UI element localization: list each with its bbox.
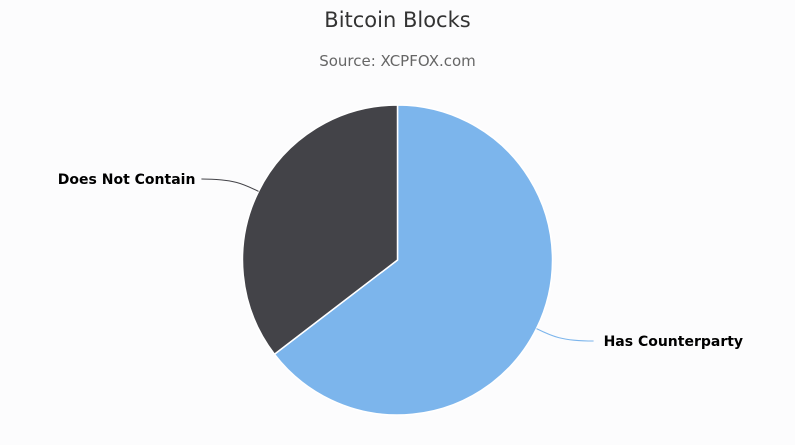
pie-slice-has-counterparty[interactable] [273, 104, 554, 416]
data-label-connector [201, 178, 259, 192]
data-label-connector [536, 328, 594, 342]
data-label: Has Counterparty [604, 334, 743, 350]
chart-title: Bitcoin Blocks [324, 8, 471, 32]
chart-subtitle: Source: XCPFOX.com [319, 52, 476, 70]
data-label: Does Not Contain [58, 172, 196, 188]
